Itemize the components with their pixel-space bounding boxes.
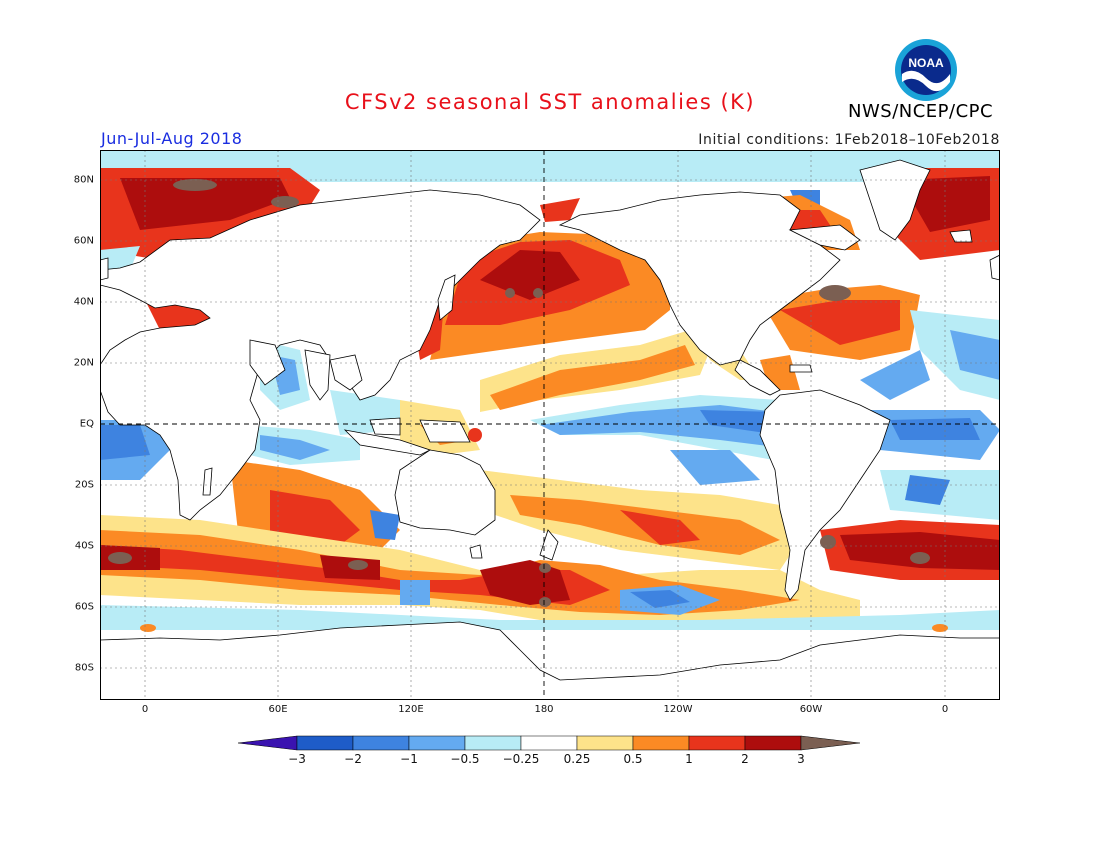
lon-label-180: 180 bbox=[534, 704, 554, 715]
colorbar-segment bbox=[464, 735, 522, 751]
colorbar-segment bbox=[744, 735, 802, 751]
colorbar-tick-label: −1 bbox=[400, 752, 418, 766]
colorbar-tick-label: 3 bbox=[797, 752, 805, 766]
colorbar-tick-label: −0.5 bbox=[450, 752, 480, 766]
noaa-logo-icon: NOAA bbox=[895, 39, 957, 101]
graticule bbox=[100, 150, 1000, 700]
colorbar-tick-label: 1 bbox=[685, 752, 693, 766]
equator-dateline bbox=[100, 150, 1000, 700]
lat-label-eq: EQ bbox=[79, 418, 94, 430]
colorbar-tick-label: 2 bbox=[741, 752, 749, 766]
lat-label-80s: 80S bbox=[74, 662, 94, 674]
colorbar-tick-label: −2 bbox=[344, 752, 362, 766]
colorbar-segment bbox=[408, 735, 466, 751]
lon-label-120w: 120W bbox=[663, 704, 693, 715]
coastlines bbox=[100, 159, 1000, 700]
initial-conditions-label: Initial conditions: 1Feb2018–10Feb2018 bbox=[698, 132, 1000, 148]
lat-label-20n: 20N bbox=[73, 357, 94, 369]
agency-label: NWS/NCEP/CPC bbox=[848, 101, 994, 122]
colorbar-tick-label: 0.5 bbox=[623, 752, 643, 766]
colorbar bbox=[238, 735, 861, 751]
colorbar-segment bbox=[520, 735, 578, 751]
colorbar-segment bbox=[296, 735, 354, 751]
lat-label-20s: 20S bbox=[74, 479, 94, 491]
lon-label-60e: 60E bbox=[268, 704, 288, 715]
colorbar-segment bbox=[632, 735, 690, 751]
colorbar-tick-label: 0.25 bbox=[563, 752, 591, 766]
lat-label-60s: 60S bbox=[74, 601, 94, 613]
lon-label-60w: 60W bbox=[799, 704, 823, 715]
colorbar-segment bbox=[238, 735, 298, 751]
colorbar-segment bbox=[352, 735, 410, 751]
lat-label-60n: 60N bbox=[73, 235, 94, 247]
lon-label-120e: 120E bbox=[398, 704, 424, 715]
lat-label-40s: 40S bbox=[74, 540, 94, 552]
lat-label-40n: 40N bbox=[73, 296, 94, 308]
lon-label-0: 0 bbox=[141, 704, 149, 715]
colorbar-tick-label: −0.25 bbox=[502, 752, 540, 766]
lon-label-0-east: 0 bbox=[941, 704, 949, 715]
logo-text: NOAA bbox=[908, 56, 944, 70]
colorbar-segment bbox=[800, 735, 861, 751]
lat-label-80n: 80N bbox=[73, 174, 94, 186]
map-title: CFSv2 seasonal SST anomalies (K) bbox=[344, 90, 756, 114]
season-label: Jun-Jul-Aug 2018 bbox=[101, 129, 243, 148]
colorbar-tick-label: −3 bbox=[288, 752, 306, 766]
colorbar-segment bbox=[576, 735, 634, 751]
sst-anomaly-map bbox=[100, 150, 1000, 700]
colorbar-segment bbox=[688, 735, 746, 751]
